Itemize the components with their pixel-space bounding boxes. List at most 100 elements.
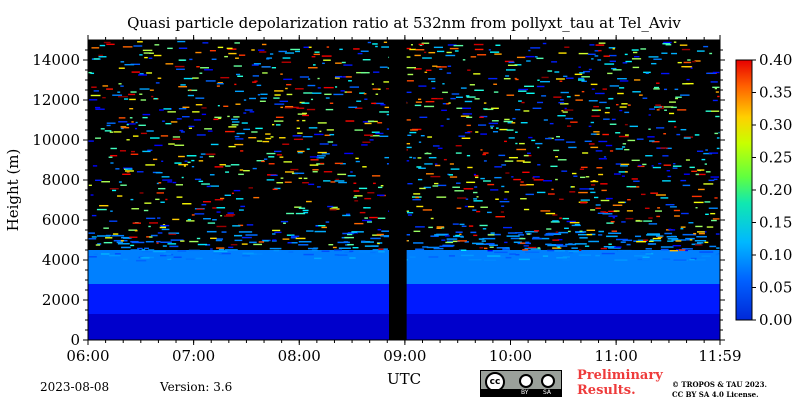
heat-cell xyxy=(579,249,582,251)
heat-cell xyxy=(273,249,280,252)
heat-cell xyxy=(191,214,195,216)
heat-cell xyxy=(216,85,220,87)
heat-cell xyxy=(243,169,250,172)
heat-cell xyxy=(291,106,299,109)
heat-cell xyxy=(213,250,228,253)
badge-band xyxy=(481,389,561,396)
heat-cell xyxy=(608,243,612,245)
heat-cell xyxy=(235,198,244,200)
heat-cell xyxy=(241,243,248,245)
heat-cell xyxy=(655,194,666,196)
heat-cell xyxy=(138,74,147,76)
heat-cell xyxy=(603,156,607,158)
heat-cell xyxy=(302,209,309,212)
heat-cell xyxy=(124,63,135,66)
heat-cell xyxy=(314,230,326,233)
heat-cell xyxy=(483,160,487,162)
heat-cell xyxy=(221,231,227,233)
heat-cell xyxy=(600,247,607,250)
heat-cell xyxy=(554,71,560,73)
heat-cell xyxy=(329,133,335,136)
heat-cell xyxy=(527,152,531,154)
heat-cell xyxy=(450,97,456,100)
heat-cell xyxy=(185,258,195,260)
heat-cell xyxy=(595,254,600,257)
heat-cell xyxy=(410,129,418,131)
heat-cell xyxy=(426,246,440,249)
heat-cell xyxy=(302,114,309,117)
heat-cell xyxy=(547,70,553,72)
heat-cell xyxy=(202,201,212,203)
heat-cell xyxy=(280,106,284,109)
heat-cell xyxy=(415,248,425,250)
heat-cell xyxy=(647,243,654,245)
heat-cell xyxy=(220,76,230,79)
heat-cell xyxy=(557,115,566,117)
heat-cell xyxy=(660,246,674,248)
heat-cell xyxy=(705,149,708,151)
heat-cell xyxy=(579,188,590,190)
heat-cell xyxy=(570,121,578,123)
heat-cell xyxy=(589,188,595,190)
heat-cell xyxy=(156,182,159,185)
heat-cell xyxy=(526,60,531,62)
heat-cell xyxy=(554,250,566,252)
heat-cell xyxy=(578,66,581,68)
heat-cell xyxy=(321,153,330,155)
heat-cell xyxy=(621,103,628,105)
heat-cell xyxy=(272,233,276,235)
heat-cell xyxy=(568,146,577,149)
heat-cell xyxy=(167,47,173,50)
heat-cell xyxy=(224,194,232,197)
heat-cell xyxy=(502,248,511,250)
heat-cell xyxy=(353,48,360,50)
heat-cell xyxy=(226,47,233,50)
cc-license-badge[interactable]: cc BY SA xyxy=(480,370,562,397)
heat-cell xyxy=(592,109,599,112)
heat-cell xyxy=(104,130,112,132)
heat-cell xyxy=(428,156,437,159)
heat-cell xyxy=(695,173,699,176)
heat-cell xyxy=(610,221,615,223)
heat-cell xyxy=(90,94,101,97)
heat-cell xyxy=(606,222,614,224)
heat-cell xyxy=(407,134,412,137)
heat-cell xyxy=(520,181,524,183)
heat-cell xyxy=(439,68,443,70)
heat-cell xyxy=(651,62,657,65)
colorbar-tick-label: 0.05 xyxy=(759,279,792,297)
heat-cell xyxy=(283,222,286,224)
heat-cell xyxy=(241,122,248,124)
heat-cell xyxy=(159,109,164,111)
heat-cell xyxy=(234,135,240,138)
heat-cell xyxy=(230,164,240,166)
heat-cell xyxy=(330,181,336,183)
heat-cell xyxy=(306,148,310,150)
heat-cell xyxy=(228,126,237,128)
heat-cell xyxy=(409,131,417,134)
heat-cell xyxy=(629,125,638,128)
heat-cell xyxy=(716,247,720,249)
heat-cell xyxy=(448,102,451,104)
heat-cell xyxy=(474,98,480,100)
heat-cell xyxy=(150,137,160,139)
heat-cell xyxy=(633,51,638,54)
heat-cell xyxy=(456,207,462,209)
heat-cell xyxy=(261,43,267,46)
heat-cell xyxy=(606,235,618,238)
heat-cell xyxy=(523,208,530,211)
heat-cell xyxy=(687,59,691,61)
heat-cell xyxy=(339,48,343,51)
heat-cell xyxy=(143,52,151,54)
heat-cell xyxy=(293,138,304,141)
heat-cell xyxy=(314,257,322,260)
heat-cell xyxy=(207,130,213,132)
heat-cell xyxy=(174,144,185,146)
heat-cell xyxy=(480,115,488,118)
heat-cell xyxy=(462,59,466,61)
heat-cell xyxy=(524,247,537,250)
heat-cell xyxy=(514,232,523,234)
heat-cell xyxy=(608,210,617,213)
heat-cell xyxy=(362,141,371,143)
heat-cell xyxy=(284,107,293,109)
